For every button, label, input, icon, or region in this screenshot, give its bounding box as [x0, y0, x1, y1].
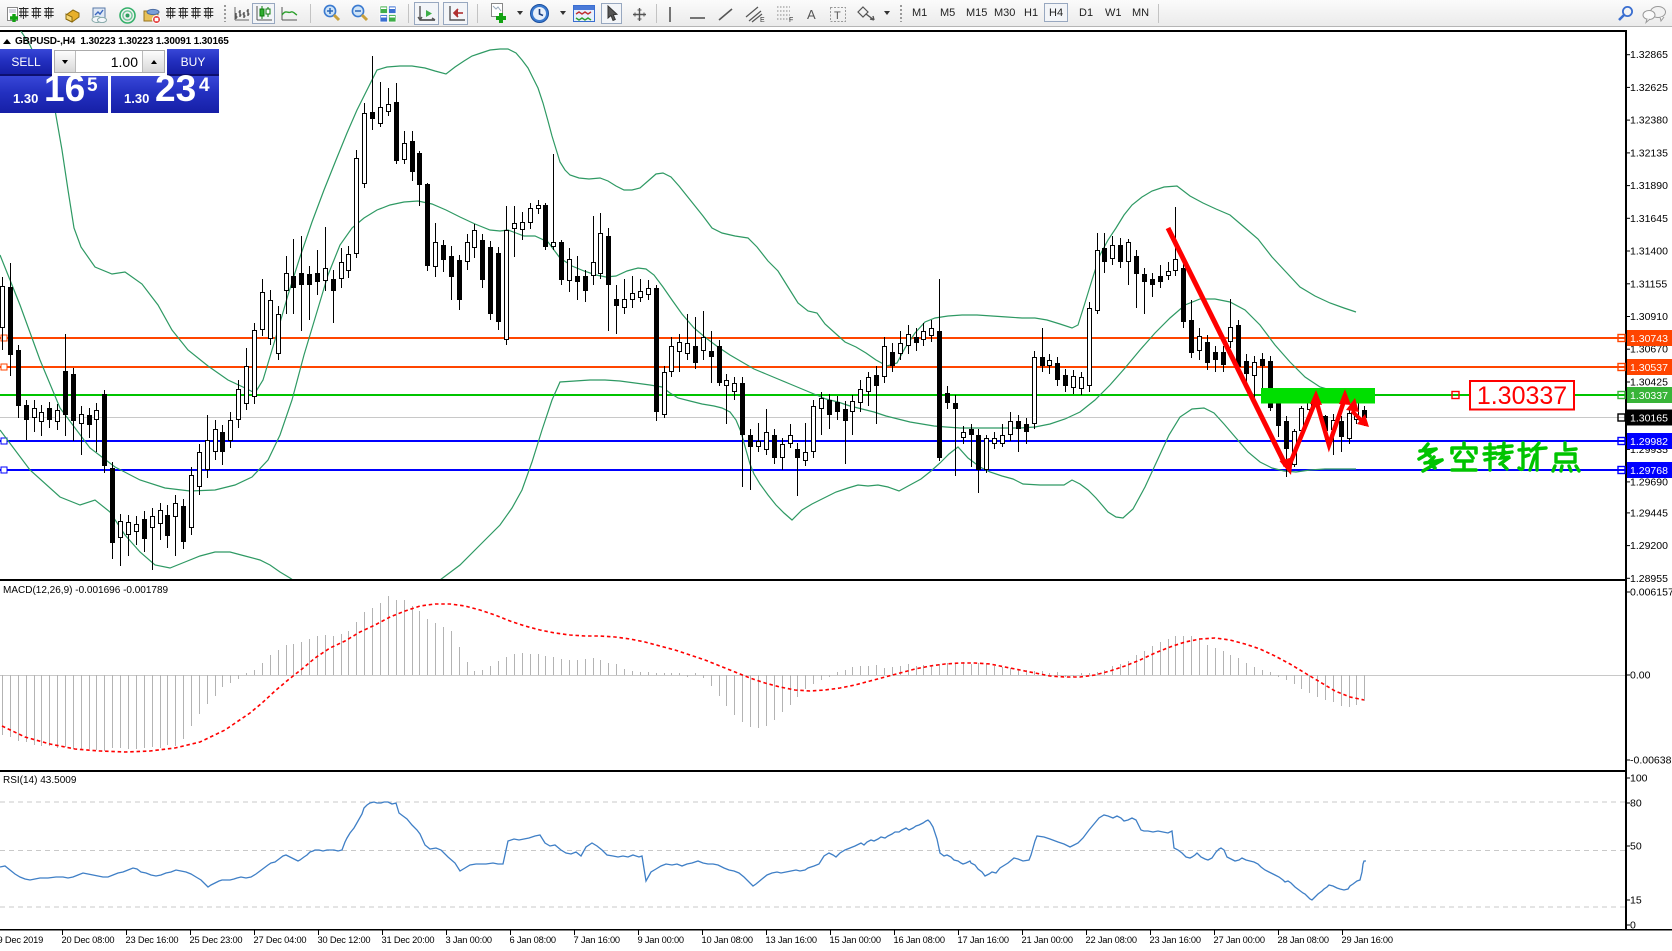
- svg-text:1.31645: 1.31645: [1630, 213, 1668, 225]
- svg-text:1.29445: 1.29445: [1630, 507, 1668, 519]
- svg-text:0: 0: [1630, 920, 1636, 932]
- svg-text:23 Dec 16:00: 23 Dec 16:00: [126, 935, 179, 945]
- svg-text:1.32380: 1.32380: [1630, 115, 1668, 127]
- svg-text:9 Jan 00:00: 9 Jan 00:00: [638, 935, 684, 945]
- svg-text:1.29200: 1.29200: [1630, 540, 1668, 552]
- svg-text:9 Dec 2019: 9 Dec 2019: [0, 935, 43, 945]
- svg-text:21 Jan 00:00: 21 Jan 00:00: [1022, 935, 1073, 945]
- svg-text:1.30337: 1.30337: [1477, 382, 1567, 410]
- svg-text:1.29982: 1.29982: [1630, 436, 1668, 448]
- svg-text:13 Jan 16:00: 13 Jan 16:00: [766, 935, 817, 945]
- svg-text:1.30537: 1.30537: [1630, 362, 1668, 374]
- svg-text:0.00: 0.00: [1630, 670, 1651, 682]
- svg-text:A: A: [807, 7, 816, 22]
- svg-text:F: F: [789, 17, 793, 23]
- svg-text:7 Jan 16:00: 7 Jan 16:00: [574, 935, 620, 945]
- svg-text:15: 15: [1630, 895, 1642, 907]
- svg-text:50: 50: [1630, 841, 1642, 853]
- svg-text:1.31400: 1.31400: [1630, 246, 1668, 258]
- svg-text:-0.00638: -0.00638: [1630, 755, 1672, 767]
- svg-text:100: 100: [1630, 773, 1648, 785]
- svg-text:6 Jan 08:00: 6 Jan 08:00: [510, 935, 556, 945]
- svg-text:1.30165: 1.30165: [1630, 413, 1668, 425]
- svg-text:31 Dec 20:00: 31 Dec 20:00: [382, 935, 435, 945]
- svg-text:16 Jan 08:00: 16 Jan 08:00: [894, 935, 945, 945]
- svg-text:29 Jan 16:00: 29 Jan 16:00: [1342, 935, 1393, 945]
- svg-text:1.28955: 1.28955: [1630, 573, 1668, 585]
- svg-text:28 Jan 08:00: 28 Jan 08:00: [1278, 935, 1329, 945]
- svg-text:15 Jan 00:00: 15 Jan 00:00: [830, 935, 881, 945]
- svg-text:T: T: [834, 10, 841, 22]
- svg-text:30 Dec 12:00: 30 Dec 12:00: [318, 935, 371, 945]
- svg-text:27 Jan 00:00: 27 Jan 00:00: [1214, 935, 1265, 945]
- svg-text:25 Dec 23:00: 25 Dec 23:00: [190, 935, 243, 945]
- svg-text:1.30743: 1.30743: [1630, 333, 1668, 345]
- svg-text:1.30425: 1.30425: [1630, 377, 1668, 389]
- svg-text:10 Jan 08:00: 10 Jan 08:00: [702, 935, 753, 945]
- svg-text:22 Jan 08:00: 22 Jan 08:00: [1086, 935, 1137, 945]
- svg-text:1.30910: 1.30910: [1630, 311, 1668, 323]
- svg-text:17 Jan 16:00: 17 Jan 16:00: [958, 935, 1009, 945]
- svg-text:1.29768: 1.29768: [1630, 465, 1668, 477]
- svg-text:1.30670: 1.30670: [1630, 344, 1668, 356]
- svg-text:1.31155: 1.31155: [1630, 278, 1667, 290]
- svg-text:1.32135: 1.32135: [1630, 147, 1668, 159]
- svg-text:20 Dec 08:00: 20 Dec 08:00: [62, 935, 115, 945]
- svg-text:1.29690: 1.29690: [1630, 476, 1668, 488]
- svg-text:1.30337: 1.30337: [1630, 390, 1668, 402]
- svg-text:0.006157: 0.006157: [1630, 587, 1672, 599]
- svg-text:E: E: [760, 17, 765, 23]
- svg-text:23 Jan 16:00: 23 Jan 16:00: [1150, 935, 1201, 945]
- svg-text:1.31890: 1.31890: [1630, 180, 1668, 192]
- svg-text:27 Dec 04:00: 27 Dec 04:00: [254, 935, 307, 945]
- svg-text:1.32625: 1.32625: [1630, 82, 1668, 94]
- svg-text:MACD(12,26,9) -0.001696 -0.001: MACD(12,26,9) -0.001696 -0.001789: [3, 585, 169, 596]
- svg-text:80: 80: [1630, 798, 1642, 810]
- svg-text:3 Jan 00:00: 3 Jan 00:00: [446, 935, 492, 945]
- svg-text:1.32865: 1.32865: [1630, 49, 1668, 61]
- svg-text:RSI(14) 43.5009: RSI(14) 43.5009: [3, 775, 77, 786]
